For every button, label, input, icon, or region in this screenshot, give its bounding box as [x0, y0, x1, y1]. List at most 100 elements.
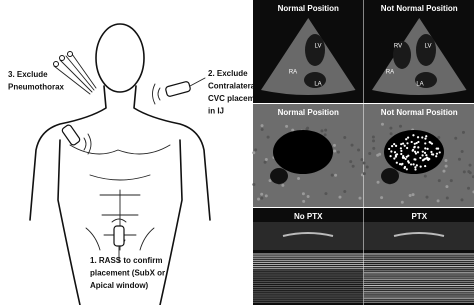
speckle: [468, 163, 472, 167]
bubble: [414, 168, 417, 171]
speckle: [411, 193, 415, 197]
chamber: [304, 72, 326, 88]
panel: Not Normal Position RV LV RA LA: [364, 0, 474, 103]
labels: 3. Exclude Pneumothorax 2. Exclude Contrala…: [8, 69, 267, 290]
speckle: [460, 150, 464, 154]
probe-neck: [152, 77, 206, 105]
speckle: [336, 150, 340, 154]
bubble: [393, 151, 397, 154]
label-line: 3. Exclude: [8, 70, 48, 79]
bubble: [410, 140, 413, 144]
chamber-tag: RA: [289, 70, 297, 76]
bubble: [394, 155, 398, 158]
speckle: [264, 194, 268, 198]
speckle: [425, 195, 429, 199]
speckle: [358, 196, 362, 200]
bubble: [400, 152, 403, 156]
speckle: [442, 169, 446, 173]
probe-chest: [61, 124, 92, 155]
speckle: [260, 127, 264, 131]
bubble: [428, 141, 431, 144]
label-line: Contralateral: [208, 82, 257, 91]
panel-title: Normal Position: [278, 108, 339, 117]
speckle: [320, 129, 324, 133]
bubble: [424, 142, 427, 145]
bubble: [423, 158, 426, 161]
bubble: [415, 164, 418, 167]
speckle: [301, 192, 305, 196]
speckle: [268, 179, 272, 183]
speckle: [285, 124, 289, 128]
speckle: [467, 186, 471, 190]
chamber-tag: LA: [314, 82, 321, 88]
speckle: [460, 198, 464, 202]
speckle: [445, 196, 449, 200]
bubble: [405, 138, 408, 141]
bubble: [401, 142, 405, 145]
speckle: [389, 132, 393, 136]
speckle: [400, 200, 404, 204]
bubble: [400, 143, 403, 146]
bubble: [413, 150, 417, 153]
speckle: [454, 136, 458, 140]
speckle: [449, 179, 453, 183]
speckle: [324, 192, 328, 196]
panel: Normal Position: [252, 104, 364, 207]
speckle: [408, 194, 412, 198]
bubble: [405, 168, 408, 171]
bubble: [395, 161, 398, 164]
bubble: [414, 152, 418, 155]
speckle: [461, 130, 465, 134]
bubble: [424, 137, 427, 140]
panel-title: No PTX: [294, 212, 323, 221]
speckle: [351, 164, 355, 168]
speckle: [343, 135, 347, 139]
speckle: [281, 183, 285, 187]
bubble: [399, 147, 403, 150]
speckle: [330, 173, 334, 177]
speckle: [252, 183, 256, 187]
bubble: [407, 154, 410, 157]
bubble: [390, 150, 393, 153]
bubble: [421, 154, 424, 157]
panel-title: Not Normal Position: [381, 4, 458, 13]
bubble: [389, 155, 392, 158]
head: [95, 23, 145, 93]
bubble: [421, 136, 424, 139]
speckle: [380, 122, 384, 126]
chamber: [305, 34, 325, 66]
bubble: [428, 157, 431, 161]
bubble: [398, 162, 402, 166]
speckle: [264, 158, 268, 162]
bubble: [406, 136, 410, 139]
panel-title: PTX: [411, 212, 427, 221]
bubble: [419, 156, 422, 160]
bubble: [436, 147, 440, 150]
label-line: Apical window): [90, 281, 149, 290]
speckle: [436, 199, 440, 203]
bubble: [432, 153, 435, 156]
panel-title: Not Normal Position: [381, 108, 458, 117]
chamber-tag: LA: [416, 82, 423, 88]
bubble: [393, 143, 396, 146]
speckle: [332, 143, 336, 147]
bubble: [438, 151, 441, 154]
speckle: [338, 195, 342, 199]
label-line: CVC placement: [208, 94, 267, 103]
speckle: [324, 128, 328, 132]
bubble: [430, 150, 433, 154]
speckle: [444, 164, 448, 168]
speckle: [263, 160, 267, 164]
speckle: [471, 175, 474, 179]
panel: Normal Position LV RA LA: [253, 0, 364, 103]
speckle: [343, 189, 347, 193]
bubble: [406, 142, 409, 145]
speckle: [457, 157, 461, 161]
speckle: [323, 133, 327, 137]
speckle: [257, 197, 261, 201]
arms-inner: [57, 139, 183, 305]
speckle: [380, 196, 384, 200]
bubble: [419, 165, 422, 168]
